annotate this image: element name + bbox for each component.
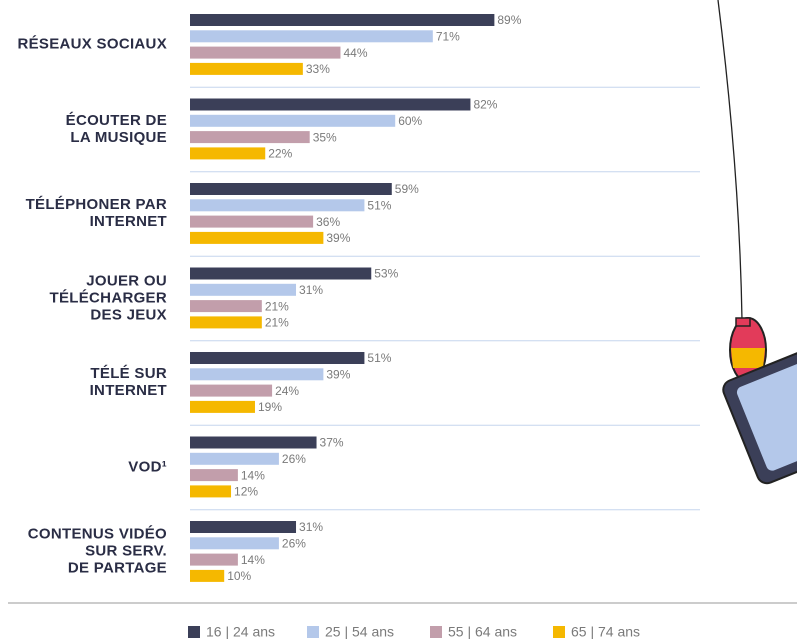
value-label: 71% [436, 29, 460, 43]
legend-label: 25 | 54 ans [325, 624, 394, 639]
bar [190, 485, 232, 498]
bar [190, 147, 266, 160]
bar [190, 469, 238, 482]
bar [190, 215, 314, 228]
value-label: 39% [326, 231, 350, 245]
value-label: 51% [367, 198, 391, 212]
bar [190, 199, 365, 212]
value-label: 35% [313, 130, 337, 144]
bar [190, 521, 297, 533]
bar [190, 62, 303, 75]
value-label: 19% [258, 400, 282, 414]
bar [190, 352, 365, 364]
legend-swatch [307, 626, 319, 638]
legend-label: 16 | 24 ans [206, 624, 275, 639]
value-label: 51% [367, 351, 391, 365]
legend-swatch [553, 626, 565, 638]
value-label: 26% [282, 536, 306, 550]
value-label: 59% [395, 182, 419, 196]
bar [190, 98, 471, 111]
bar [190, 131, 310, 144]
bar [190, 14, 495, 26]
bar [190, 537, 279, 550]
bar [190, 400, 255, 413]
bar [190, 30, 433, 43]
legend-swatch [188, 626, 200, 638]
category-label: RÉSEAUX SOCIAUX [17, 35, 167, 53]
bar [190, 46, 341, 59]
bar [190, 300, 262, 313]
category-label: TÉLÉPHONER PAR INTERNET [25, 196, 167, 231]
value-label: 24% [275, 384, 299, 398]
value-label: 14% [241, 553, 265, 567]
category-label: CONTENUS VIDÉO SUR SERV. DE PARTAGE [27, 525, 167, 577]
value-label: 22% [268, 147, 292, 161]
bar [190, 316, 262, 329]
bar [190, 368, 324, 381]
value-label: 31% [299, 283, 323, 297]
illustration [717, 0, 797, 485]
category-label: TÉLÉ SUR INTERNET [89, 365, 167, 400]
value-label: 33% [306, 62, 330, 76]
value-label: 60% [398, 114, 422, 128]
value-label: 37% [320, 436, 344, 450]
legend-swatch [430, 626, 442, 638]
bar [190, 452, 279, 465]
value-label: 53% [374, 267, 398, 281]
bar [190, 267, 372, 280]
value-label: 14% [241, 468, 265, 482]
value-label: 21% [265, 299, 289, 313]
category-label: JOUER OU TÉLÉCHARGER DES JEUX [49, 272, 167, 324]
category-label: ÉCOUTER DE LA MUSIQUE [65, 111, 167, 146]
bar [190, 231, 324, 244]
value-label: 82% [473, 98, 497, 112]
category-label: VOD¹ [128, 458, 167, 476]
value-label: 12% [234, 485, 258, 499]
value-label: 89% [497, 13, 521, 27]
bar [190, 553, 238, 566]
bar [190, 114, 396, 127]
value-label: 39% [326, 367, 350, 381]
bar [190, 436, 317, 449]
value-label: 31% [299, 520, 323, 534]
value-label: 36% [316, 215, 340, 229]
legend-label: 65 | 74 ans [571, 624, 640, 639]
value-label: 44% [343, 46, 367, 60]
bar [190, 384, 273, 397]
value-label: 10% [227, 569, 251, 583]
bar [190, 283, 297, 296]
bar [190, 183, 392, 195]
value-label: 21% [265, 316, 289, 330]
value-label: 26% [282, 452, 306, 466]
legend-label: 55 | 64 ans [448, 624, 517, 639]
bar [190, 569, 225, 582]
